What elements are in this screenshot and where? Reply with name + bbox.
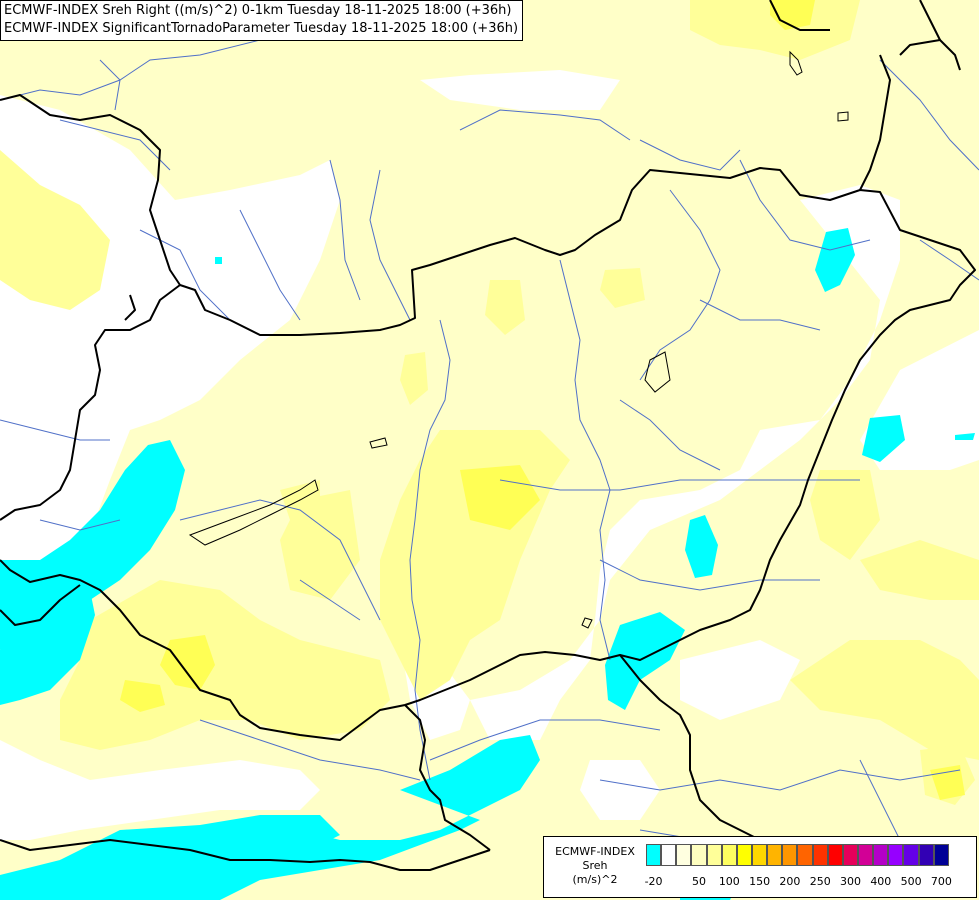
country-borders [0, 0, 976, 871]
title-line-stp: ECMWF-INDEX SignificantTornadoParameter … [4, 21, 519, 36]
legend-parameter: Sreh [582, 859, 608, 872]
legend-tick: 150 [749, 875, 771, 888]
legend-swatch [646, 844, 662, 866]
legend-swatch [751, 844, 768, 866]
legend-swatch [857, 844, 874, 866]
legend-tick: 50 [692, 875, 707, 888]
legend-swatch [721, 844, 737, 866]
legend-swatch [736, 844, 752, 866]
legend-swatch [903, 844, 919, 866]
legend-swatch [812, 844, 828, 866]
lakes [188, 50, 849, 629]
legend-swatch [767, 844, 783, 866]
legend-tick: 100 [718, 875, 740, 888]
legend-unit: (m/s)^2 [572, 873, 618, 886]
legend-model: ECMWF-INDEX [555, 845, 635, 858]
color-legend: ECMWF-INDEX Sreh (m/s)^2 -20 50 100 150 200 2… [543, 836, 977, 898]
legend-swatch [691, 844, 707, 866]
legend-swatch [933, 844, 949, 866]
legend-tick: 500 [900, 875, 922, 888]
legend-tick: 300 [840, 875, 862, 888]
legend-swatch [706, 844, 722, 866]
negative-value-areas [0, 228, 975, 900]
rivers [0, 9, 979, 881]
legend-swatch [918, 844, 934, 866]
legend-color-bar [646, 844, 949, 866]
legend-tick: 400 [870, 875, 892, 888]
legend-tick: 250 [809, 875, 831, 888]
legend-swatch [873, 844, 889, 866]
legend-tick: -20 [644, 875, 663, 888]
legend-swatch [661, 844, 677, 866]
title-line-sreh: ECMWF-INDEX Sreh Right ((m/s)^2) 0-1km T… [4, 3, 512, 18]
legend-swatch [842, 844, 858, 866]
legend-swatch [888, 844, 904, 866]
legend-label: ECMWF-INDEX Sreh (m/s)^2 [546, 845, 644, 887]
legend-tick-labels: -20 50 100 150 200 250 300 400 500 700 [644, 875, 976, 891]
legend-tick: 700 [930, 875, 952, 888]
legend-swatch [827, 844, 843, 866]
legend-swatch [676, 844, 692, 866]
legend-swatch [797, 844, 813, 866]
map-title-box: ECMWF-INDEX Sreh Right ((m/s)^2) 0-1km T… [0, 0, 524, 41]
legend-tick: 200 [779, 875, 801, 888]
legend-swatch [782, 844, 798, 866]
